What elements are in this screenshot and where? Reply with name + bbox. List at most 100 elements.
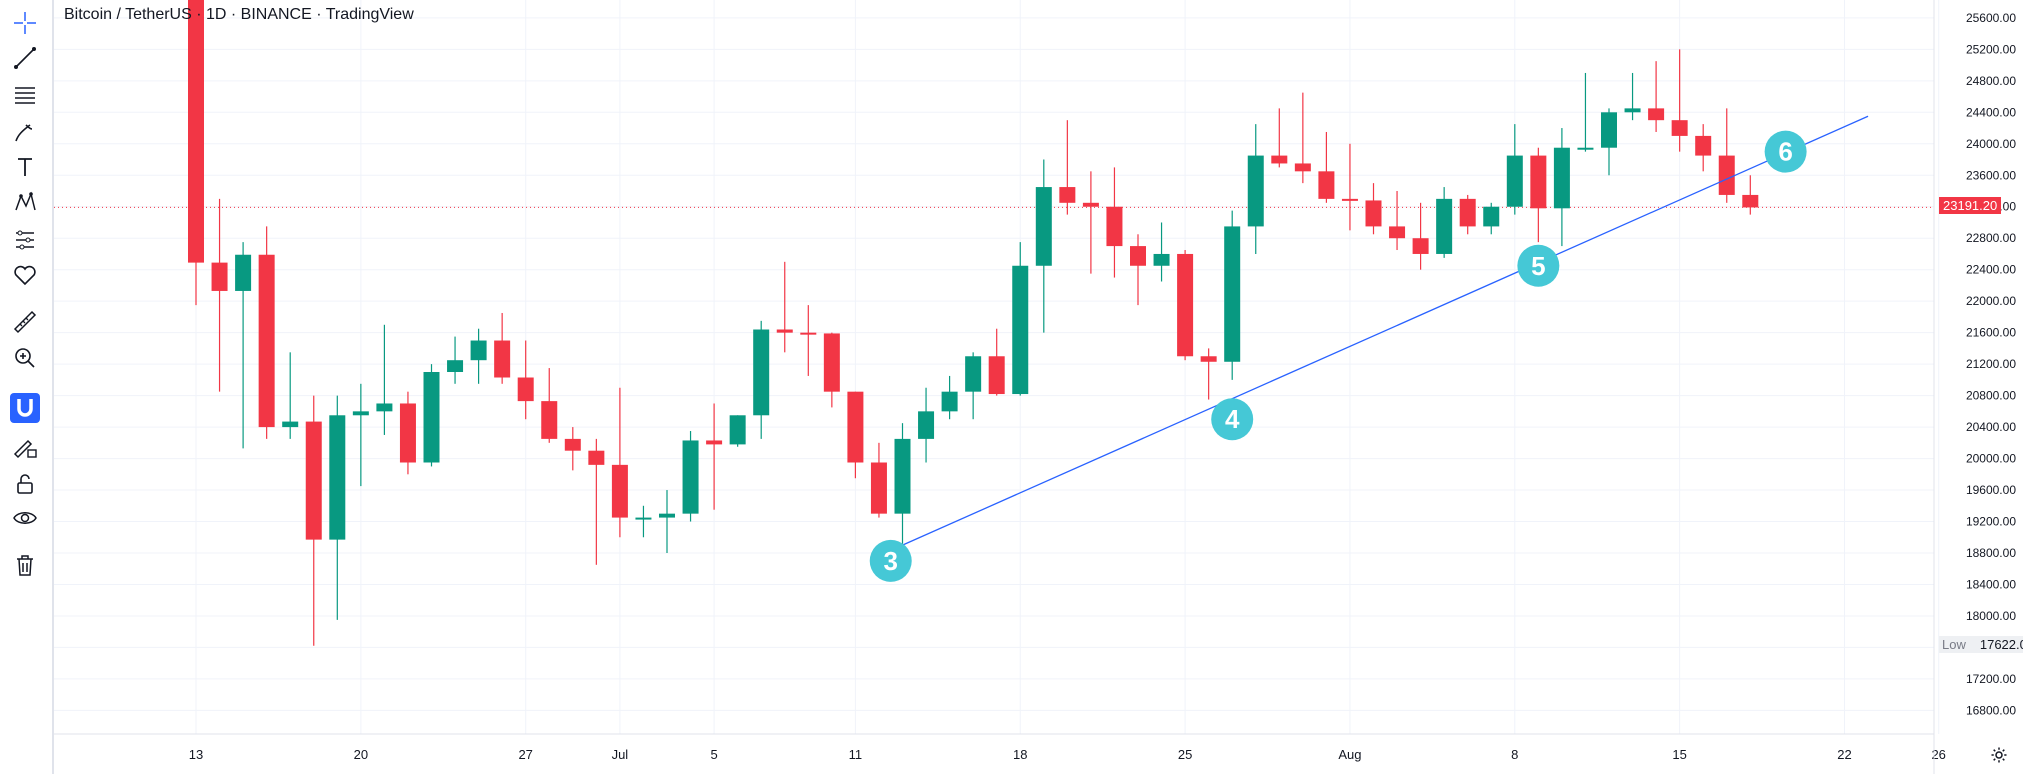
candle-body	[352, 411, 369, 416]
candle-body	[1601, 112, 1617, 148]
fib-retracement-icon[interactable]	[10, 80, 40, 110]
text-icon[interactable]	[10, 152, 40, 182]
chart-title: Bitcoin / TetherUS · 1D · BINANCE · Trad…	[64, 6, 414, 23]
candle-body	[258, 254, 275, 428]
lock-icon[interactable]	[10, 469, 40, 499]
candle-body	[941, 391, 958, 412]
wave-badge-label: 6	[1778, 137, 1792, 167]
candle-body	[517, 377, 534, 402]
candle-body	[1318, 171, 1335, 199]
candle-body	[423, 372, 440, 463]
x-tick-label: 25	[1178, 747, 1192, 762]
chart-area[interactable]: 16800.0017200.0017600.0018000.0018400.00…	[54, 0, 2023, 774]
candle-body	[1624, 108, 1641, 113]
candle-body	[1577, 147, 1594, 150]
candle-body	[1365, 200, 1382, 227]
heart-icon[interactable]	[10, 260, 40, 290]
candle-body	[1483, 206, 1500, 227]
x-tick-label: 15	[1672, 747, 1686, 762]
candle-body	[1294, 163, 1311, 172]
low-price-label: Low 17622.00	[1939, 635, 2023, 653]
candle-body	[1012, 265, 1029, 395]
candle-body	[1224, 226, 1241, 362]
candle-body	[588, 450, 605, 465]
x-tick-label: 11	[849, 747, 863, 762]
y-tick-label: 20000.00	[1966, 452, 2016, 466]
candle-body	[1271, 155, 1288, 164]
candle-body	[1742, 194, 1759, 208]
candle-body	[1695, 135, 1712, 156]
trash-icon[interactable]	[10, 550, 40, 580]
drawing-lock-icon[interactable]	[10, 432, 40, 462]
trend-line-icon[interactable]	[10, 43, 40, 73]
x-tick-label: 5	[710, 747, 717, 762]
candle-body	[1247, 155, 1264, 227]
x-tick-label: 13	[189, 747, 203, 762]
y-tick-label: 18000.00	[1966, 609, 2016, 623]
y-tick-label: 20400.00	[1966, 420, 2016, 434]
trend-line	[902, 115, 1869, 546]
candle-body	[399, 403, 416, 463]
candle-body	[1200, 356, 1217, 362]
candle-body	[1436, 198, 1453, 254]
wave-badge	[1211, 398, 1254, 441]
y-tick-label: 21200.00	[1966, 357, 2016, 371]
y-tick-label: 19200.00	[1966, 515, 2016, 529]
x-tick-label: 27	[518, 747, 532, 762]
candle-body	[1035, 187, 1052, 266]
candle-body	[235, 254, 252, 291]
candle-body	[1130, 246, 1146, 266]
eye-icon[interactable]	[10, 503, 40, 533]
candle-body	[494, 340, 511, 378]
candle-body	[329, 415, 346, 540]
candle-body	[894, 438, 911, 514]
x-tick-label: 22	[1837, 747, 1851, 762]
candle-body	[800, 332, 817, 335]
x-tick-label: 8	[1511, 747, 1518, 762]
candle-body	[447, 360, 464, 372]
x-tick-label: 26	[1931, 747, 1945, 762]
candle-body	[870, 462, 887, 514]
candle-body	[564, 438, 581, 451]
y-tick-label: 22400.00	[1966, 263, 2016, 277]
x-tick-label: 18	[1013, 747, 1027, 762]
x-tick-label: 20	[354, 747, 368, 762]
last-price-label: 23191.20	[1939, 197, 2002, 215]
y-tick-label: 20800.00	[1966, 389, 2016, 403]
candle-body	[1530, 155, 1547, 209]
candle-body	[1506, 155, 1523, 207]
wave-badge	[1517, 244, 1560, 287]
low-label: Low	[1942, 636, 1966, 652]
candle-body	[635, 517, 652, 520]
magnet-icon[interactable]	[10, 393, 40, 423]
zoom-in-icon[interactable]	[10, 343, 40, 373]
candle-body	[470, 340, 487, 361]
pattern-icon[interactable]	[10, 188, 40, 218]
brush-icon[interactable]	[10, 117, 40, 147]
crosshair-icon[interactable]	[10, 8, 40, 38]
price-chart[interactable]: 16800.0017200.0017600.0018000.0018400.00…	[54, 0, 2023, 774]
wave-badge	[1764, 130, 1807, 173]
candle-body	[188, 0, 204, 263]
candle-body	[988, 356, 1005, 395]
ruler-icon[interactable]	[10, 307, 40, 337]
y-tick-label: 22800.00	[1966, 231, 2016, 245]
y-tick-label: 16800.00	[1966, 703, 2016, 717]
candle-body	[282, 421, 299, 428]
candle-body	[659, 513, 675, 518]
chart-settings-icon[interactable]	[1990, 746, 2008, 764]
candle-body	[1671, 120, 1688, 136]
y-tick-label: 19600.00	[1966, 483, 2016, 497]
wave-badge-label: 5	[1531, 251, 1545, 281]
candle-body	[1153, 253, 1170, 266]
candle-body	[847, 391, 864, 463]
candle-body	[611, 464, 628, 518]
candle-body	[1459, 198, 1476, 227]
prediction-icon[interactable]	[10, 225, 40, 255]
candle-body	[1648, 108, 1665, 121]
candle-body	[1718, 155, 1735, 195]
y-tick-label: 24000.00	[1966, 137, 2016, 151]
y-tick-label: 25200.00	[1966, 42, 2016, 56]
low-value: 17622.00	[1979, 636, 2023, 652]
candle-body	[729, 415, 746, 445]
